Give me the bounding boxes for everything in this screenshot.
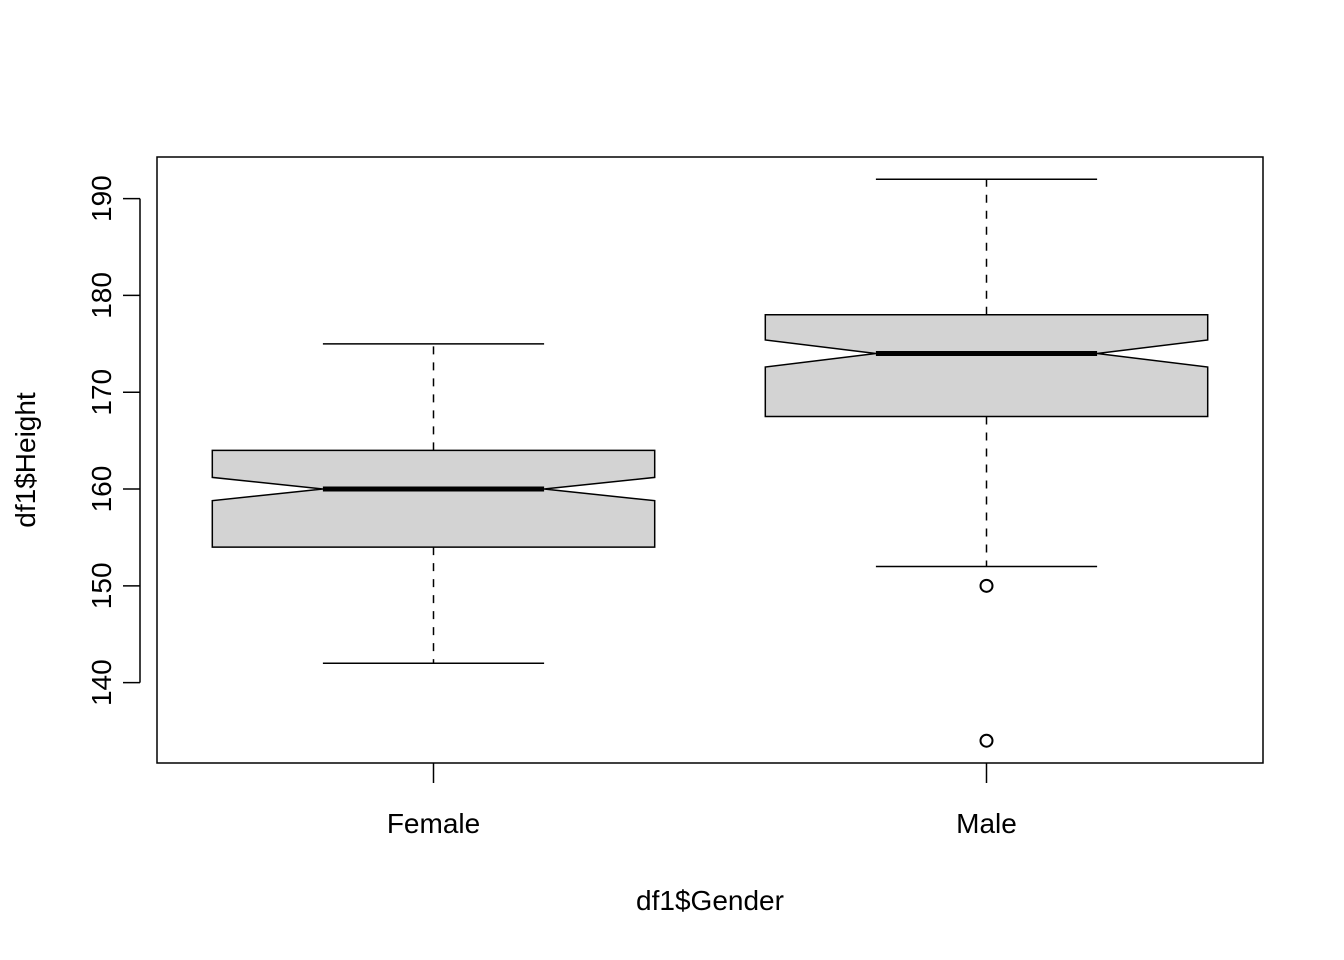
x-axis-label: df1$Gender [636, 885, 784, 916]
y-axis-label: df1$Height [10, 392, 41, 528]
y-tick-label: 190 [86, 175, 117, 222]
outlier-point [979, 733, 994, 748]
y-tick-label: 180 [86, 272, 117, 319]
y-tick-label: 160 [86, 466, 117, 513]
box-female [211, 449, 656, 548]
y-tick-label: 140 [86, 659, 117, 706]
x-tick-label: Female [387, 808, 480, 839]
x-axis: Female Male [387, 763, 1017, 839]
box-male [764, 314, 1209, 418]
y-tick-label: 170 [86, 369, 117, 416]
y-tick-label: 150 [86, 562, 117, 609]
y-axis: 140 150 160 170 180 190 [86, 175, 141, 706]
x-tick-label: Male [956, 808, 1017, 839]
outlier-point [979, 578, 994, 593]
plot-frame [156, 156, 1264, 764]
boxes [211, 178, 1209, 748]
